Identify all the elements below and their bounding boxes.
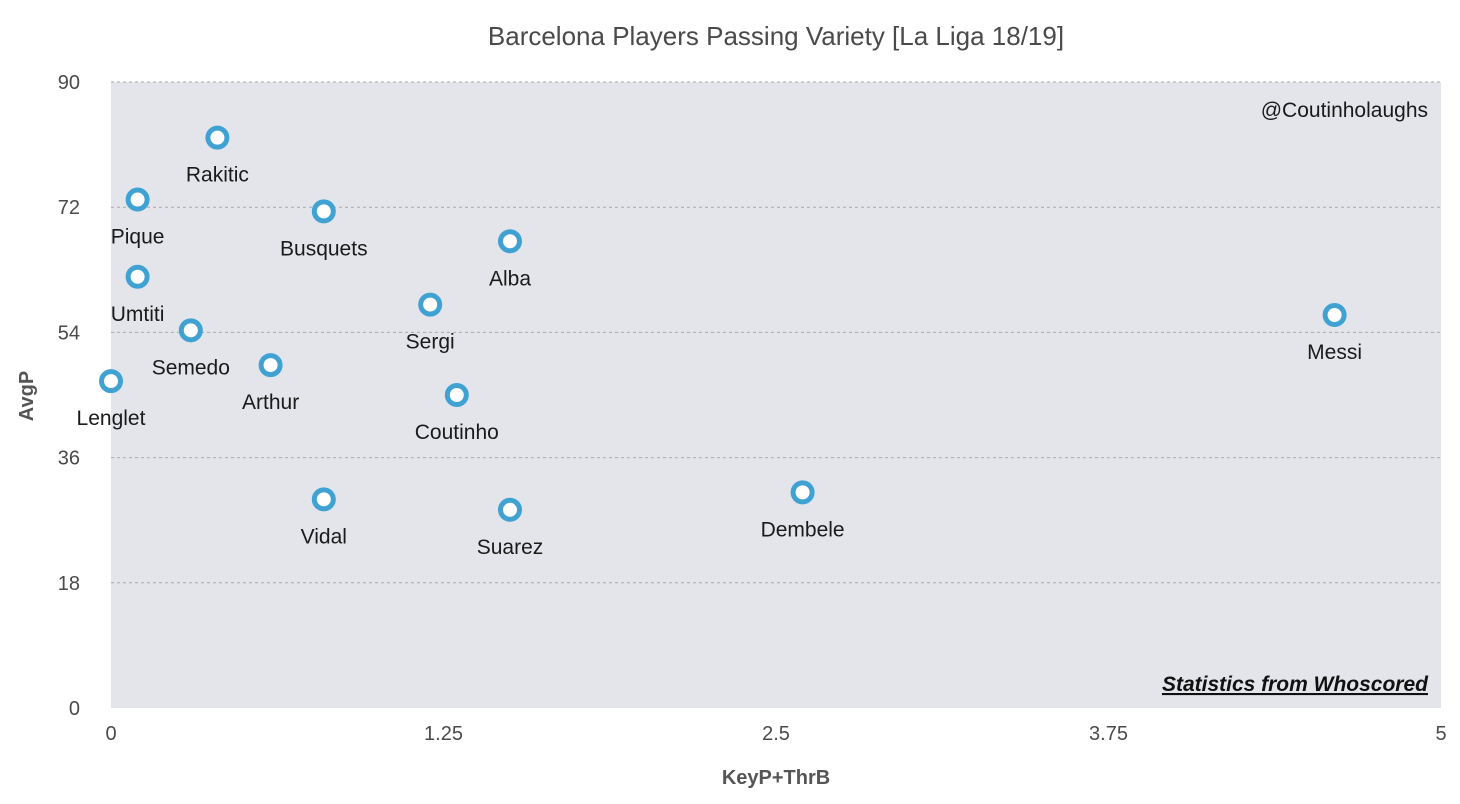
point-label: Busquets [280, 237, 368, 260]
point-label: Suarez [477, 536, 544, 559]
y-tick-label: 90 [58, 72, 80, 94]
data-points: Rakitic Pique Busquets Alba Umtiti Sergi Messi… [77, 125, 1362, 559]
x-tick-label: 3.75 [1089, 723, 1128, 745]
y-tick-label: 18 [58, 573, 80, 595]
y-axis-ticks: 0 18 36 54 72 90 [58, 72, 80, 720]
point-marker [311, 199, 336, 224]
y-tick-label: 54 [58, 322, 80, 344]
point-label: Arthur [242, 391, 299, 414]
point-marker [99, 369, 123, 394]
y-tick-label: 36 [58, 448, 80, 470]
point-marker [498, 229, 522, 254]
point-label: Vidal [301, 525, 347, 548]
point-label: Lenglet [77, 407, 146, 430]
y-axis-title: AvgP [16, 371, 38, 421]
y-tick-label: 72 [58, 197, 80, 219]
watermark-text: @Coutinholaughs [1261, 99, 1428, 122]
data-point-messi: Messi [1307, 303, 1362, 364]
x-tick-label: 0 [105, 723, 116, 745]
point-marker [444, 383, 469, 407]
point-label: Semedo [152, 356, 230, 379]
point-marker [125, 187, 150, 212]
chart-title: Barcelona Players Passing Variety [La Li… [488, 21, 1064, 51]
x-tick-label: 5 [1435, 723, 1446, 745]
plot-area [111, 82, 1441, 708]
point-label: Umtiti [111, 303, 165, 326]
data-point-suarez: Suarez [477, 497, 544, 559]
point-marker [790, 480, 815, 505]
data-point-vidal: Vidal [301, 487, 347, 548]
data-point-umtiti: Umtiti [111, 264, 165, 326]
data-point-busquets: Busquets [280, 199, 368, 260]
data-point-alba: Alba [489, 229, 531, 290]
point-label: Rakitic [186, 164, 249, 187]
point-marker [125, 264, 150, 289]
y-tick-label: 0 [69, 698, 80, 720]
point-label: Sergi [406, 331, 455, 354]
point-marker [311, 487, 336, 512]
x-tick-label: 1.25 [424, 723, 463, 745]
point-label: Messi [1307, 341, 1362, 364]
data-point-sergi: Sergi [406, 292, 455, 354]
data-point-dembele: Dembele [761, 480, 845, 541]
x-tick-label: 2.5 [762, 723, 790, 745]
source-note: Statistics from Whoscored [1162, 673, 1429, 696]
point-label: Coutinho [415, 421, 499, 444]
data-point-semedo: Semedo [152, 318, 230, 379]
point-marker [1322, 303, 1347, 328]
point-label: Alba [489, 267, 531, 290]
data-point-lenglet: Lenglet [77, 369, 146, 430]
data-point-arthur: Arthur [242, 353, 299, 414]
point-marker [258, 353, 283, 378]
point-marker [205, 125, 230, 150]
point-marker [498, 497, 522, 522]
data-point-pique: Pique [111, 187, 165, 249]
x-axis-ticks: 0 1.25 2.5 3.75 5 [105, 723, 1446, 745]
point-marker [418, 292, 443, 317]
data-point-coutinho: Coutinho [415, 383, 499, 444]
point-label: Dembele [761, 518, 845, 541]
point-label: Pique [111, 226, 165, 249]
x-axis-title: KeyP+ThrB [722, 767, 830, 789]
data-point-rakitic: Rakitic [186, 125, 249, 187]
point-marker [178, 318, 203, 343]
